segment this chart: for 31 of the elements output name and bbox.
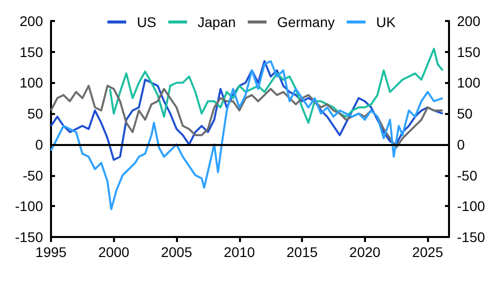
y-tick-label: 50 [27, 106, 44, 122]
y-tick-label: -50 [22, 167, 44, 184]
x-tick-label: 2020 [349, 244, 381, 260]
y2-tick-label: 50 [457, 106, 473, 122]
legend-label: Japan [198, 14, 236, 30]
y-tick-label: 150 [20, 44, 44, 60]
y-tick-label: -150 [14, 229, 44, 245]
y-tick-label: -100 [14, 198, 44, 214]
y-tick-label: 100 [20, 74, 44, 91]
x-tick-label: 1995 [35, 244, 67, 260]
line-series [50, 84, 444, 149]
legend-label: Germany [277, 14, 335, 30]
y2-tick-label: 200 [457, 13, 481, 29]
x-tick-label: 2010 [224, 244, 256, 260]
legend-label: US [136, 14, 156, 30]
x-tick-label: 2000 [98, 244, 130, 260]
y2-tick-label: 100 [457, 74, 481, 91]
x-tick-label: 2025 [412, 244, 444, 260]
line-series [109, 48, 444, 124]
legend-label: UK [376, 14, 396, 30]
y2-tick-label: -50 [457, 167, 478, 184]
y2-tick-label: 0 [457, 136, 465, 152]
y2-tick-label: 150 [457, 44, 481, 60]
y2-tick-label: -150 [457, 229, 486, 245]
y2-tick-label: -100 [457, 198, 486, 214]
y-tick-label: 0 [35, 136, 44, 152]
line-series [50, 60, 444, 210]
x-tick-label: 2005 [160, 244, 192, 260]
line-series [50, 60, 444, 161]
x-tick-label: 2015 [286, 244, 318, 260]
y-tick-label: 200 [20, 13, 44, 29]
